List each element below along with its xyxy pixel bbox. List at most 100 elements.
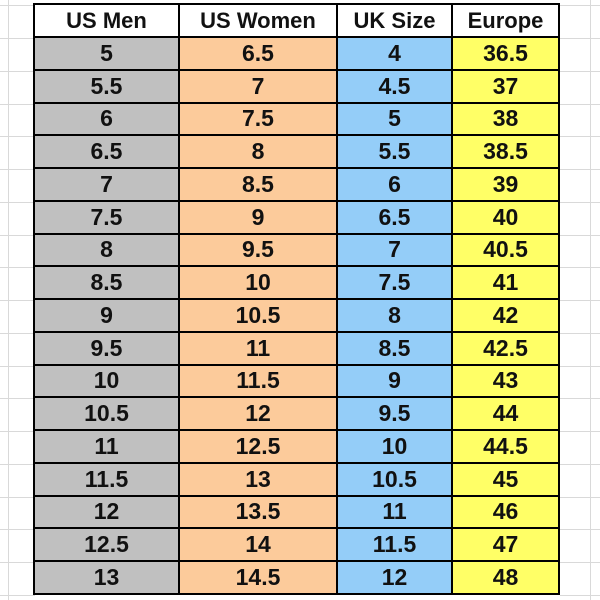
table-cell: 10.5	[180, 300, 338, 333]
table-cell: 12.5	[35, 529, 180, 562]
table-cell: 45	[453, 463, 560, 497]
table-cell: 41	[453, 267, 560, 300]
sheet-grid-line	[0, 169, 35, 170]
sheet-grid-line	[0, 201, 35, 203]
table-cell: 5	[338, 103, 453, 137]
column-header: US Women	[180, 5, 338, 38]
table-cell: 9.5	[338, 398, 453, 431]
sheet-grid-line	[0, 594, 35, 596]
sheet-grid-line	[0, 431, 35, 432]
table-cell: 38	[453, 103, 560, 137]
table-cell: 5.5	[338, 136, 453, 169]
table-cell: 10.5	[338, 463, 453, 497]
table-border	[35, 3, 560, 5]
table-cell: 11.5	[180, 365, 338, 399]
table-cell: 42	[453, 300, 560, 333]
sheet-grid-line	[560, 136, 600, 138]
table-cell: 13	[35, 562, 180, 595]
column-header: UK Size	[338, 5, 453, 38]
sheet-grid-line	[0, 562, 35, 563]
table-cell: 37	[453, 70, 560, 104]
sheet-grid-line	[560, 431, 600, 432]
sheet-grid-line	[560, 562, 600, 563]
table-cell: 6	[338, 169, 453, 202]
table-cell: 6.5	[338, 201, 453, 235]
table-cell: 8	[35, 234, 180, 268]
sheet-grid-line	[0, 463, 35, 465]
table-cell: 11.5	[338, 529, 453, 562]
sheet-grid-line	[0, 136, 35, 138]
table-cell: 8.5	[35, 267, 180, 300]
sheet-grid-line	[0, 38, 35, 39]
sheet-grid-line	[590, 0, 591, 600]
table-cell: 12	[338, 562, 453, 595]
sheet-grid-line	[0, 234, 35, 236]
table-cell: 10	[35, 365, 180, 399]
table-cell: 9	[180, 201, 338, 235]
sheet-grid-line	[560, 398, 600, 400]
table-cell: 4	[338, 38, 453, 71]
sheet-grid-line	[560, 332, 600, 334]
sheet-grid-line	[560, 169, 600, 170]
table-cell: 36.5	[453, 38, 560, 71]
sheet-grid-line	[0, 267, 35, 269]
table-cell: 47	[453, 529, 560, 562]
table-cell: 8.5	[180, 169, 338, 202]
sheet-grid-line	[560, 201, 600, 203]
sheet-grid-line	[560, 5, 600, 6]
table-cell: 8.5	[338, 332, 453, 366]
table-cell: 7	[338, 234, 453, 268]
table-cell: 9	[338, 365, 453, 399]
table-cell: 10	[338, 431, 453, 464]
sheet-grid-line	[560, 594, 600, 596]
sheet-grid-line	[560, 496, 600, 498]
sheet-grid-line	[0, 365, 35, 367]
table-cell: 13.5	[180, 496, 338, 530]
sheet-grid-line	[560, 38, 600, 39]
table-cell: 7	[180, 70, 338, 104]
table-cell: 40.5	[453, 234, 560, 268]
table-cell: 9.5	[180, 234, 338, 268]
table-cell: 46	[453, 496, 560, 530]
table-cell: 7.5	[180, 103, 338, 137]
column-header: Europe	[453, 5, 560, 38]
sheet-grid-line	[560, 234, 600, 236]
table-cell: 12	[35, 496, 180, 530]
table-cell: 8	[338, 300, 453, 333]
table-cell: 43	[453, 365, 560, 399]
sheet-grid-line	[560, 365, 600, 367]
table-cell: 10.5	[35, 398, 180, 431]
table-cell: 12	[180, 398, 338, 431]
table-cell: 9.5	[35, 332, 180, 366]
column-header: US Men	[35, 5, 180, 38]
table-cell: 5.5	[35, 70, 180, 104]
sheet-grid-line	[0, 398, 35, 400]
table-cell: 14	[180, 529, 338, 562]
table-cell: 7	[35, 169, 180, 202]
table-cell: 4.5	[338, 70, 453, 104]
table-cell: 42.5	[453, 332, 560, 366]
table-cell: 38.5	[453, 136, 560, 169]
table-cell: 8	[180, 136, 338, 169]
sheet-grid-line	[560, 300, 600, 301]
sheet-grid-line	[0, 5, 35, 6]
table-cell: 44.5	[453, 431, 560, 464]
table-cell: 6.5	[35, 136, 180, 169]
table-cell: 44	[453, 398, 560, 431]
table-cell: 10	[180, 267, 338, 300]
table-border	[33, 3, 35, 595]
sheet-grid-line	[0, 529, 35, 531]
table-cell: 7.5	[35, 201, 180, 235]
table-cell: 14.5	[180, 562, 338, 595]
sheet-grid-line	[0, 332, 35, 334]
sheet-grid-line	[560, 529, 600, 531]
table-cell: 9	[35, 300, 180, 333]
table-cell: 6.5	[180, 38, 338, 71]
sheet-grid-line	[560, 70, 600, 72]
table-cell: 11	[338, 496, 453, 530]
sheet-grid-line	[560, 267, 600, 269]
sheet-grid-line	[0, 300, 35, 301]
table-cell: 11	[35, 431, 180, 464]
table-cell: 40	[453, 201, 560, 235]
